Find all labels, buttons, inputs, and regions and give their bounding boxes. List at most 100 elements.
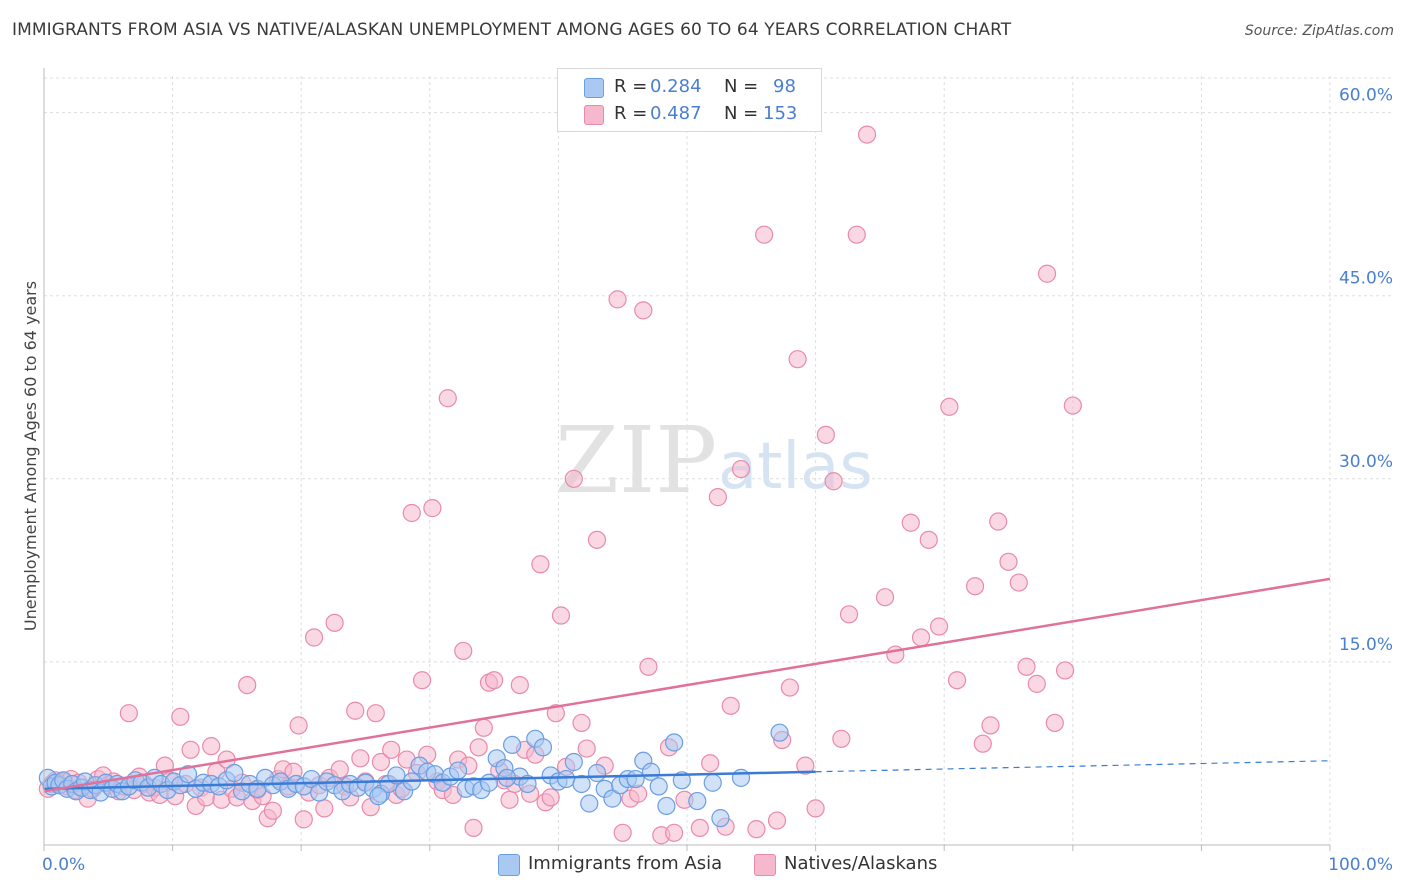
- stats-r-value: 0.487: [650, 103, 702, 124]
- point-natives: [1063, 396, 1082, 415]
- point-natives: [901, 513, 920, 532]
- point-asia: [731, 768, 751, 787]
- point-natives: [541, 788, 560, 807]
- point-natives: [572, 713, 591, 733]
- point-natives: [346, 701, 365, 720]
- point-natives: [464, 818, 483, 838]
- trendline-asia-dashed: [815, 760, 1331, 773]
- point-asia: [564, 752, 583, 772]
- stats-r-value: 0.284: [650, 76, 702, 97]
- stats-r-label: R =: [614, 103, 648, 124]
- point-natives: [1027, 674, 1046, 693]
- point-asia: [518, 774, 537, 794]
- stats-r-label: R =: [614, 76, 648, 97]
- point-natives: [371, 752, 391, 772]
- point-asia: [479, 773, 499, 792]
- point-natives: [325, 613, 344, 632]
- point-natives: [634, 301, 653, 320]
- chart-source: Source: ZipAtlas.com: [1244, 23, 1394, 39]
- point-natives: [788, 350, 807, 369]
- point-natives: [238, 675, 257, 695]
- stats-swatch-asia: [584, 78, 604, 98]
- chart-title: IMMIGRANTS FROM ASIA VS NATIVE/ALASKAN U…: [12, 20, 1012, 40]
- point-natives: [330, 760, 349, 779]
- point-asia: [688, 791, 707, 811]
- point-natives: [824, 472, 843, 491]
- point-natives: [708, 488, 727, 507]
- point-natives: [546, 704, 565, 723]
- point-natives: [1009, 573, 1028, 592]
- chart-legend: Immigrants from Asia Natives/Alaskans: [0, 852, 1406, 878]
- point-natives: [551, 606, 571, 625]
- point-natives: [721, 696, 740, 715]
- point-natives: [832, 729, 851, 748]
- point-natives: [875, 588, 895, 607]
- point-asia: [533, 738, 553, 757]
- point-natives: [999, 552, 1018, 571]
- stats-box: R = 0.284 N = 98 R = 0.487 N = 153: [557, 68, 822, 132]
- y-axis-label: Unemployment Among Ages 60 to 64 years: [21, 281, 40, 631]
- point-natives: [806, 799, 825, 818]
- point-natives: [839, 605, 859, 624]
- point-natives: [181, 740, 200, 759]
- point-natives: [701, 754, 720, 773]
- point-natives: [577, 739, 596, 758]
- point-asia: [387, 766, 406, 785]
- points-layer: [38, 125, 1082, 845]
- point-natives: [412, 671, 432, 690]
- point-asia: [649, 777, 668, 796]
- point-natives: [747, 820, 766, 839]
- trendline-asia: [43, 770, 816, 791]
- point-asia: [369, 787, 388, 806]
- point-natives: [423, 499, 442, 518]
- point-asia: [225, 763, 244, 783]
- point-natives: [438, 389, 457, 408]
- stats-n-label: N =: [724, 103, 759, 124]
- point-asia: [665, 733, 684, 752]
- point-natives: [947, 671, 967, 690]
- point-asia: [626, 769, 645, 789]
- point-natives: [665, 823, 684, 842]
- point-natives: [1045, 713, 1064, 733]
- point-natives: [531, 555, 550, 574]
- legend-label-natives: Natives/Alaskans: [784, 853, 938, 874]
- watermark-zip: ZIP: [555, 407, 717, 514]
- point-natives: [731, 459, 751, 479]
- point-natives: [474, 718, 493, 737]
- point-asia: [603, 789, 622, 808]
- point-natives: [690, 818, 709, 838]
- point-natives: [382, 740, 401, 759]
- point-natives: [1055, 661, 1075, 680]
- point-natives: [767, 811, 787, 830]
- point-natives: [919, 530, 938, 549]
- y-tick-label: 45.0%: [1339, 269, 1393, 289]
- point-natives: [587, 530, 607, 549]
- point-natives: [294, 810, 313, 829]
- point-natives: [564, 469, 583, 488]
- stats-row-natives: R = 0.487 N = 153: [558, 100, 821, 126]
- stats-n-value: 153: [763, 103, 798, 124]
- point-natives: [402, 503, 421, 523]
- axis-layer: 15.0% 30.0% 45.0% 60.0% 0.0% 100.0%: [42, 68, 1393, 875]
- point-natives: [263, 801, 283, 820]
- point-natives: [755, 225, 774, 244]
- point-natives: [929, 617, 949, 636]
- point-natives: [119, 704, 138, 723]
- point-natives: [202, 737, 221, 756]
- y-tick-label: 30.0%: [1339, 452, 1393, 472]
- point-natives: [1037, 264, 1057, 283]
- x-tick-label: 100.0%: [1328, 855, 1393, 875]
- legend-label-asia: Immigrants from Asia: [528, 853, 723, 874]
- x-tick-label: 0.0%: [42, 855, 85, 875]
- point-natives: [639, 657, 658, 676]
- point-natives: [911, 628, 931, 647]
- point-asia: [503, 735, 522, 755]
- point-natives: [315, 799, 334, 818]
- point-natives: [796, 756, 815, 775]
- stats-row-asia: R = 0.284 N = 98: [558, 73, 821, 99]
- point-natives: [351, 749, 370, 768]
- stats-n-value: 98: [773, 76, 796, 97]
- point-asia: [770, 723, 789, 742]
- trendline-natives: [43, 577, 1331, 793]
